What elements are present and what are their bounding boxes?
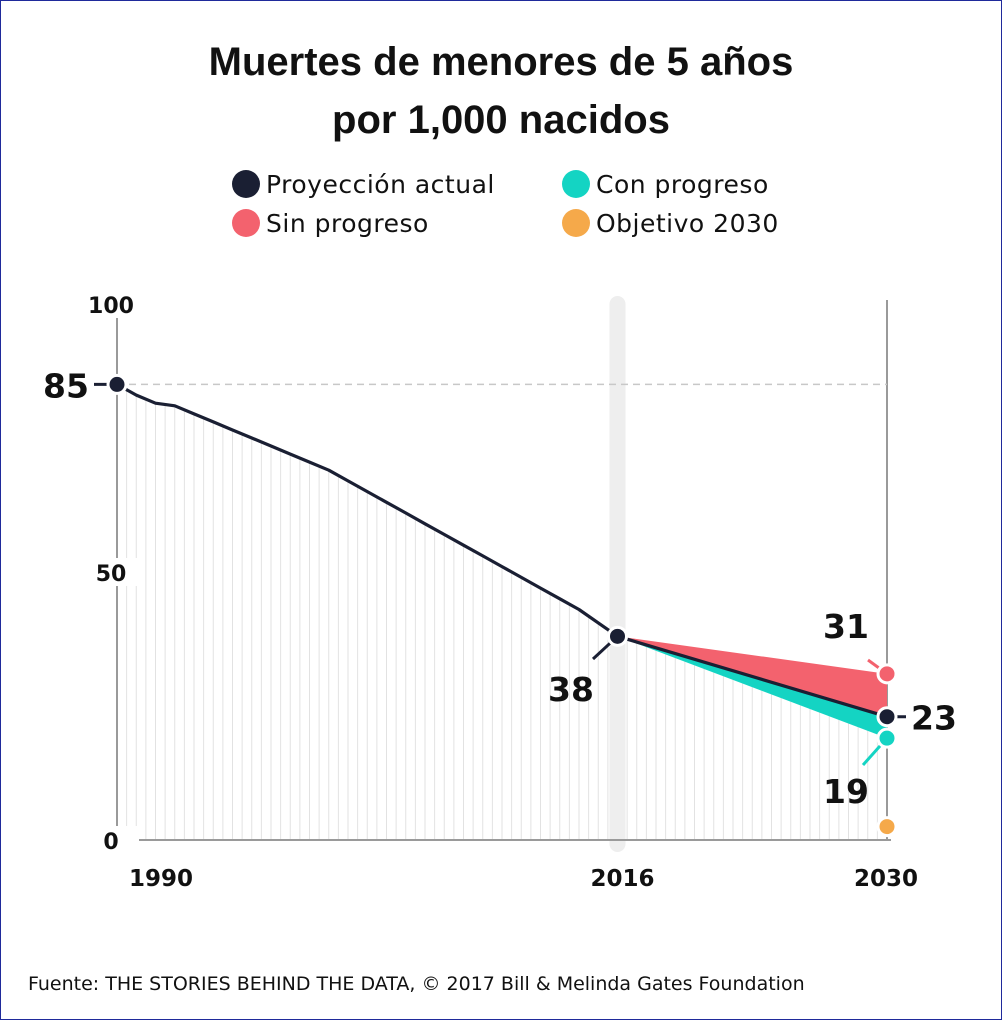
source-footer: Fuente: THE STORIES BEHIND THE DATA, © 2… [28, 973, 805, 995]
y-tick-bg [95, 558, 139, 586]
legend-dot-icon [562, 170, 590, 198]
legend-label: Con progreso [596, 169, 769, 199]
data-label-19: 19 [823, 772, 869, 811]
y-tick-bg [95, 826, 139, 854]
legend-item-proyeccion: Proyección actual [232, 168, 495, 200]
legend-label: Objetivo 2030 [596, 208, 779, 238]
legend-dot-icon [232, 209, 260, 237]
legend-dot-icon [562, 209, 590, 237]
data-label-38: 38 [548, 670, 594, 709]
x-tick-label: 1990 [129, 866, 193, 892]
point-objetivo-2030 [876, 816, 898, 838]
legend-item-sin-progreso: Sin progreso [232, 207, 429, 239]
chart-title-line2: por 1,000 nacidos [332, 98, 670, 142]
proyeccion-line [116, 383, 888, 719]
y-tick-label: 100 [88, 294, 134, 319]
y-tick-label: 50 [96, 562, 127, 587]
point-1990 [106, 373, 128, 395]
chart-title-line1: Muertes de menores de 5 años [208, 40, 794, 84]
y-tick-label: 0 [103, 830, 118, 855]
legend-label: Sin progreso [266, 208, 429, 238]
point-con-progreso [876, 727, 898, 749]
x-tick-label: 2016 [590, 866, 654, 892]
data-label-85: 85 [43, 366, 89, 405]
point-2016 [607, 625, 628, 647]
legend-label: Proyección actual [266, 169, 495, 199]
legend-dot-icon [232, 170, 260, 198]
highlight-band-2016 [609, 296, 626, 852]
con-progreso-area [617, 636, 887, 739]
legend-item-objetivo: Objetivo 2030 [562, 207, 779, 239]
hatch-lines [126, 389, 878, 840]
legend-item-con-progreso: Con progreso [562, 168, 769, 200]
data-label-23: 23 [911, 699, 957, 738]
data-label-31: 31 [823, 607, 869, 646]
x-tick-label: 2030 [854, 866, 918, 892]
y-tick-bg [95, 290, 139, 318]
point-proyeccion-2030 [876, 706, 898, 728]
point-sin-progreso [876, 663, 898, 685]
